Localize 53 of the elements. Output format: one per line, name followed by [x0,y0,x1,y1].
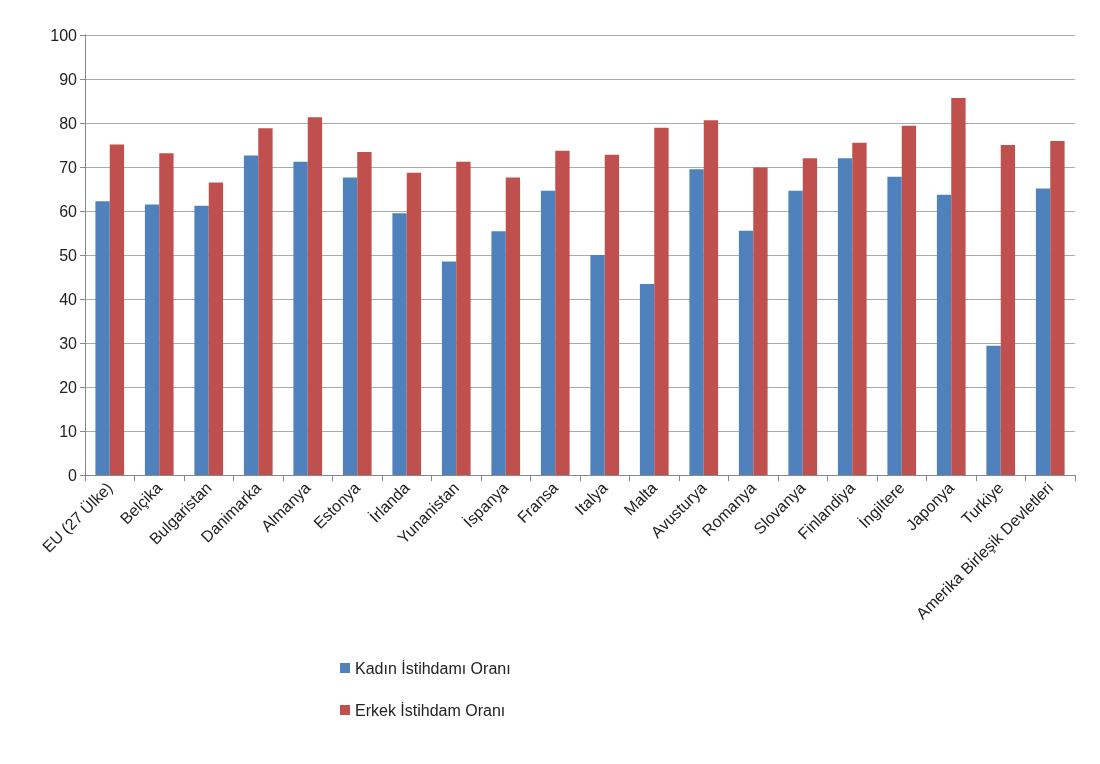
legend-label: Kadın İstihdamı Oranı [355,658,511,677]
bar [555,150,570,475]
bar [540,190,556,475]
bar [208,182,224,475]
bar [951,97,966,475]
bar [159,153,174,475]
bar [441,261,457,475]
bar [738,230,754,475]
y-tick-label: 70 [59,158,78,176]
bar [1000,145,1016,475]
bar [406,172,422,475]
y-tick-label: 80 [59,114,78,132]
bar [293,161,308,475]
bar [703,120,719,475]
y-tick-label: 100 [50,26,78,44]
y-tick-label: 10 [59,422,78,440]
bar [342,177,358,475]
bar [887,176,902,475]
bar [109,144,125,475]
y-tick-label: 30 [59,334,78,352]
y-tick-label: 40 [59,290,78,308]
y-tick-label: 90 [59,70,78,88]
bar [604,154,620,475]
bar [505,177,521,475]
y-tick-label: 50 [59,246,78,264]
bar [491,231,506,475]
bar [852,142,867,475]
bar [639,284,655,475]
y-tick-label: 20 [59,378,78,396]
bar [837,158,853,475]
bar [357,152,372,475]
bar [1050,141,1065,475]
bar [788,190,803,475]
bar [654,127,669,475]
bar [144,204,160,475]
bar [802,158,818,475]
bar [307,117,323,475]
y-tick-label: 0 [68,466,78,484]
bar [456,161,471,475]
bar [243,155,259,475]
bar [689,169,704,475]
bar [753,167,768,475]
bar [95,201,110,475]
bar [1035,188,1051,475]
legend-label: Erkek İstihdam Oranı [355,700,506,719]
y-tick-label: 60 [59,202,78,220]
bar [986,345,1001,475]
bar [590,255,605,475]
bar [901,125,917,475]
bar [258,128,273,475]
bar [194,205,209,475]
bar [392,213,407,475]
bar [936,194,952,475]
